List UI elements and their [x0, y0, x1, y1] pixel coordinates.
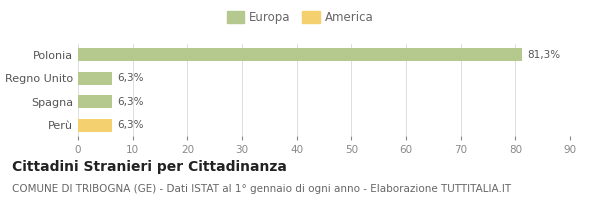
Bar: [78, 119, 112, 132]
Text: 6,3%: 6,3%: [117, 97, 143, 107]
Text: Cittadini Stranieri per Cittadinanza: Cittadini Stranieri per Cittadinanza: [12, 160, 287, 174]
Bar: [78, 72, 112, 85]
Legend: Europa, America: Europa, America: [222, 6, 378, 28]
Text: 6,3%: 6,3%: [117, 73, 143, 83]
Text: 6,3%: 6,3%: [117, 120, 143, 130]
Bar: [78, 95, 112, 108]
Text: 81,3%: 81,3%: [527, 50, 560, 60]
Text: COMUNE DI TRIBOGNA (GE) - Dati ISTAT al 1° gennaio di ogni anno - Elaborazione T: COMUNE DI TRIBOGNA (GE) - Dati ISTAT al …: [12, 184, 511, 194]
Bar: [78, 48, 523, 61]
